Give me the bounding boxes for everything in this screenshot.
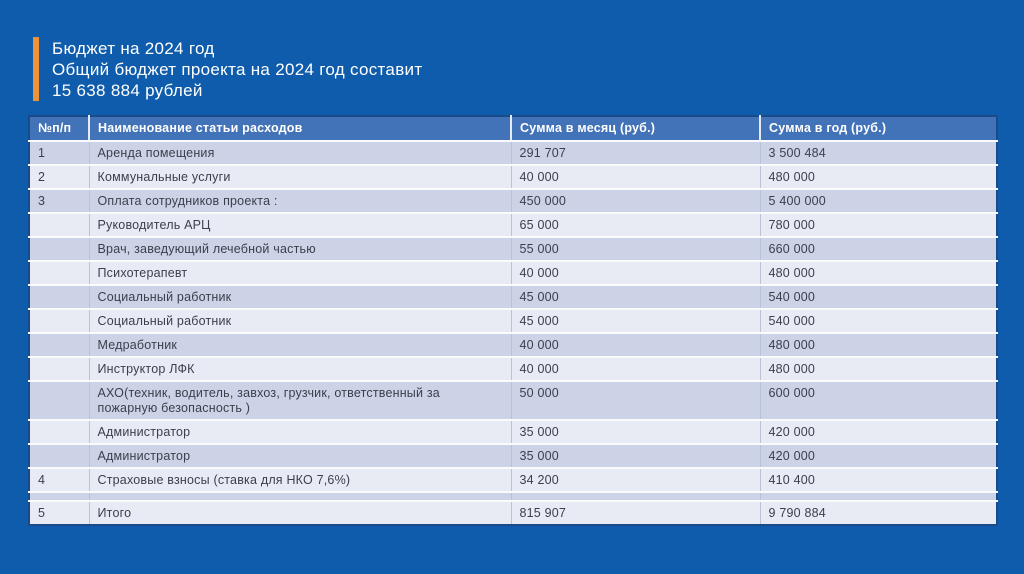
cell-expense-name: Администратор bbox=[89, 420, 512, 445]
table-body: 1 Аренда помещения 291 707 3 500 484 2 Коммун… bbox=[29, 141, 997, 525]
cell-num bbox=[29, 357, 90, 382]
column-header-expense-name: Наименование статьи расходов bbox=[89, 116, 512, 142]
cell-expense-name: Социальный работник bbox=[89, 285, 512, 310]
table-row: Администратор 35 000 420 000 bbox=[29, 420, 997, 445]
slide-title-line-1: Бюджет на 2024 год bbox=[52, 39, 215, 58]
table-row: 3 Оплата сотрудников проекта :450 000 5 40… bbox=[29, 189, 997, 214]
cell-sum-month: 50 000 bbox=[511, 381, 761, 421]
cell-sum-year: 480 000 bbox=[760, 165, 997, 190]
cell-sum-month: 815 907 bbox=[511, 501, 761, 525]
slide-title-line-2: Общий бюджет проекта на 2024 год состави… bbox=[52, 60, 423, 79]
cell-sum-year: 540 000 bbox=[760, 285, 997, 310]
cell-sum-year: 480 000 bbox=[760, 261, 997, 286]
cell-expense-name: АХО(техник, водитель, завхоз, грузчик, о… bbox=[89, 381, 512, 421]
cell-sum-month: 45 000 bbox=[511, 309, 761, 334]
table-row: Администратор 35 000 420 000 bbox=[29, 444, 997, 469]
cell-num: 4 bbox=[29, 468, 90, 493]
cell-sum-month: 45 000 bbox=[511, 285, 761, 310]
cell-sum-month: 40 000 bbox=[511, 333, 761, 358]
cell-sum-month: 450 000 bbox=[511, 189, 761, 214]
cell-expense-name: Медработник bbox=[89, 333, 512, 358]
cell-sum-month: 40 000 bbox=[511, 357, 761, 382]
cell-sum-year: 5 400 000 bbox=[760, 189, 997, 214]
cell-sum-year: 480 000 bbox=[760, 357, 997, 382]
cell-sum-year: 540 000 bbox=[760, 309, 997, 334]
cell-sum-month: 55 000 bbox=[511, 237, 761, 262]
cell-expense-name: Коммунальные услуги bbox=[89, 165, 512, 190]
cell-expense-name: Социальный работник bbox=[89, 309, 512, 334]
cell-num: 2 bbox=[29, 165, 90, 190]
cell-num: 5 bbox=[29, 501, 90, 525]
cell-sum-month: 291 707 bbox=[511, 141, 761, 166]
cell-num bbox=[29, 381, 90, 421]
cell-sum-year: 660 000 bbox=[760, 237, 997, 262]
cell-expense-name: Врач, заведующий лечебной частью bbox=[89, 237, 512, 262]
table-row: Врач, заведующий лечебной частью 55 000 66… bbox=[29, 237, 997, 262]
cell-expense-name: Руководитель АРЦ bbox=[89, 213, 512, 238]
table-header-row: №п/п Наименование статьи расходов Сумма … bbox=[29, 116, 997, 142]
table-row: Медработник 40 000 480 000 bbox=[29, 333, 997, 358]
column-header-num: №п/п bbox=[29, 116, 90, 142]
table-row: Социальный работник 45 000 540 000 bbox=[29, 309, 997, 334]
cell-sum-month: 35 000 bbox=[511, 444, 761, 469]
cell-num bbox=[29, 333, 90, 358]
cell-num bbox=[29, 309, 90, 334]
cell-num bbox=[29, 285, 90, 310]
cell-sum-year: 420 000 bbox=[760, 420, 997, 445]
cell-sum-year: 3 500 484 bbox=[760, 141, 997, 166]
cell-expense-name: Страховые взносы (ставка для НКО 7,6%) bbox=[89, 468, 512, 493]
budget-table: №п/п Наименование статьи расходов Сумма … bbox=[28, 115, 998, 526]
column-header-sum-month: Сумма в месяц (руб.) bbox=[511, 116, 761, 142]
cell-sum-month: 40 000 bbox=[511, 165, 761, 190]
column-header-sum-year: Сумма в год (руб.) bbox=[760, 116, 997, 142]
cell-sum-year: 780 000 bbox=[760, 213, 997, 238]
cell-sum-year bbox=[760, 492, 997, 502]
table-row: АХО(техник, водитель, завхоз, грузчик, о… bbox=[29, 381, 997, 421]
cell-expense-name bbox=[89, 492, 512, 502]
cell-num bbox=[29, 213, 90, 238]
cell-expense-name: Оплата сотрудников проекта : bbox=[89, 189, 512, 214]
cell-sum-month: 35 000 bbox=[511, 420, 761, 445]
title-accent-bar bbox=[33, 37, 39, 101]
slide-title-block: Бюджет на 2024 год Общий бюджет проекта … bbox=[33, 37, 422, 101]
cell-num bbox=[29, 444, 90, 469]
cell-num bbox=[29, 237, 90, 262]
table-row bbox=[29, 492, 997, 502]
table-row: 5 Итого 815 907 9 790 884 bbox=[29, 501, 997, 525]
cell-sum-year: 9 790 884 bbox=[760, 501, 997, 525]
cell-sum-month: 40 000 bbox=[511, 261, 761, 286]
cell-sum-month: 34 200 bbox=[511, 468, 761, 493]
cell-num bbox=[29, 420, 90, 445]
table-row: Психотерапевт 40 000 480 000 bbox=[29, 261, 997, 286]
cell-num: 1 bbox=[29, 141, 90, 166]
table-row: 4 Страховые взносы (ставка для НКО 7,6%) 3… bbox=[29, 468, 997, 493]
cell-sum-year: 600 000 bbox=[760, 381, 997, 421]
cell-num bbox=[29, 261, 90, 286]
table-row: 2 Коммунальные услуги 40 000 480 000 bbox=[29, 165, 997, 190]
cell-num: 3 bbox=[29, 189, 90, 214]
table-row: Инструктор ЛФК 40 000 480 000 bbox=[29, 357, 997, 382]
cell-sum-month: 65 000 bbox=[511, 213, 761, 238]
cell-expense-name: Итого bbox=[89, 501, 512, 525]
slide-title: Бюджет на 2024 год Общий бюджет проекта … bbox=[52, 37, 422, 101]
table-row: Руководитель АРЦ 65 000 780 000 bbox=[29, 213, 997, 238]
cell-expense-name: Психотерапевт bbox=[89, 261, 512, 286]
table-row: 1 Аренда помещения 291 707 3 500 484 bbox=[29, 141, 997, 166]
cell-expense-name: Администратор bbox=[89, 444, 512, 469]
cell-sum-year: 420 000 bbox=[760, 444, 997, 469]
cell-sum-year: 410 400 bbox=[760, 468, 997, 493]
cell-num bbox=[29, 492, 90, 502]
slide-title-line-3: 15 638 884 рублей bbox=[52, 81, 203, 100]
cell-sum-month bbox=[511, 492, 761, 502]
table-row: Социальный работник 45 000 540 000 bbox=[29, 285, 997, 310]
cell-expense-name: Аренда помещения bbox=[89, 141, 512, 166]
cell-sum-year: 480 000 bbox=[760, 333, 997, 358]
cell-expense-name: Инструктор ЛФК bbox=[89, 357, 512, 382]
